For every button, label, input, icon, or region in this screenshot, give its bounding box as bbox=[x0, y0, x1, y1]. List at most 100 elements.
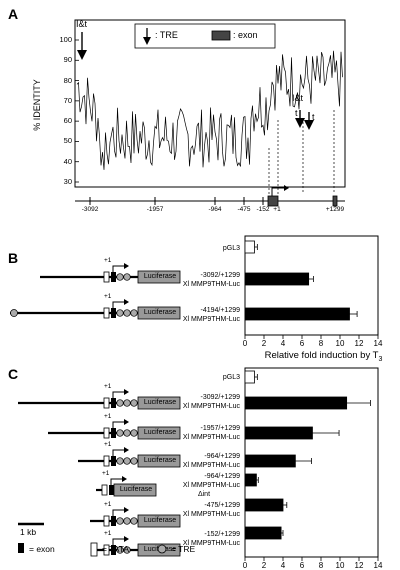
exon-box bbox=[111, 272, 116, 282]
bar bbox=[244, 396, 348, 410]
legend-tre-arrow-icon bbox=[143, 28, 151, 45]
luciferase-box bbox=[137, 270, 181, 284]
luciferase-label: Luciferase bbox=[143, 517, 177, 524]
bar bbox=[244, 307, 350, 321]
row-label-line1: -3092/+1299 bbox=[200, 394, 240, 401]
row-label-c: -1957/+1299 Xl MMP9THM-Luc bbox=[168, 424, 240, 442]
tre-circle bbox=[130, 517, 138, 525]
xtick-label: +1 bbox=[273, 206, 281, 213]
xtick-label: 8 bbox=[318, 339, 324, 348]
tre-circle bbox=[123, 457, 131, 465]
tre-circle bbox=[123, 517, 131, 525]
annot-it-right: I&t bbox=[292, 93, 304, 103]
panel-letter-a: A bbox=[8, 6, 19, 22]
row-label-c: -964/+1299 Xl MMP9THM-Luc bbox=[168, 452, 240, 470]
luciferase-box bbox=[137, 514, 181, 528]
xtick-label: 12 bbox=[354, 561, 364, 570]
ytick-label: 30 bbox=[63, 177, 72, 186]
xtick-label: -964 bbox=[208, 206, 222, 213]
exon-box bbox=[111, 456, 116, 466]
start-arrowhead bbox=[124, 299, 129, 305]
tre-circle bbox=[116, 546, 124, 554]
row-label-line2: Xl MMP9THM-Luc bbox=[182, 511, 240, 518]
tata-box bbox=[103, 307, 110, 319]
bar bbox=[244, 473, 257, 487]
annot-it-left: I&t bbox=[76, 19, 88, 29]
tata-box bbox=[103, 455, 110, 467]
tre-arrow-right bbox=[295, 110, 314, 130]
tata-box bbox=[103, 271, 110, 283]
panel-a-frame bbox=[74, 19, 346, 188]
start-arrowhead bbox=[122, 476, 127, 482]
panel-letter-b: B bbox=[8, 250, 19, 266]
plus-one-label: +1 bbox=[104, 383, 112, 390]
bar bbox=[244, 426, 313, 440]
xtick-label: 6 bbox=[299, 561, 305, 570]
row-label-line2: Xl MMP9THM-Luc bbox=[182, 540, 240, 547]
key-exon-text: = exon bbox=[29, 544, 55, 554]
start-arrowhead bbox=[124, 507, 129, 513]
start-arrowhead bbox=[124, 419, 129, 425]
row-label-b: -4194/+1299 Xl MMP9THM-Luc bbox=[170, 306, 240, 324]
luciferase-box bbox=[137, 454, 181, 468]
luciferase-box bbox=[137, 306, 181, 320]
tata-box bbox=[103, 515, 110, 527]
exon-box bbox=[111, 428, 116, 438]
row-label-line1: pGL3 bbox=[222, 245, 240, 252]
transcription-start-arrow bbox=[271, 185, 289, 196]
start-arrow bbox=[112, 449, 125, 456]
ytick-label: 100 bbox=[59, 35, 72, 44]
row-label-line2: Xl MMP9THM-Luc bbox=[182, 482, 240, 489]
row-label-line1: -1957/+1299 bbox=[200, 425, 240, 432]
tre-circle bbox=[123, 429, 131, 437]
panelB-xlabel: Relative fold induction by T3 bbox=[237, 350, 400, 363]
luciferase-label: Luciferase bbox=[143, 273, 177, 280]
legend-exon-swatch bbox=[211, 30, 231, 41]
xtick-label: -3092 bbox=[81, 206, 99, 213]
panelB-frame bbox=[244, 235, 379, 336]
bar bbox=[244, 526, 282, 540]
start-arrow bbox=[112, 509, 125, 516]
exon-box bbox=[111, 516, 116, 526]
luciferase-label: Luciferase bbox=[143, 457, 177, 464]
plus-one-label: +1 bbox=[104, 413, 112, 420]
row-label-line1: -964/+1299 bbox=[204, 453, 240, 460]
plus-one-label: +1 bbox=[104, 501, 112, 508]
plus-one-label: +1 bbox=[102, 470, 110, 477]
xtick-label: 2 bbox=[261, 339, 267, 348]
tre-circle bbox=[130, 309, 138, 317]
xlabel-subscript: 3 bbox=[378, 355, 383, 363]
tata-box bbox=[101, 484, 108, 496]
row-label-c: -964/+1299 Xl MMP9THM-Luc Δint bbox=[168, 472, 240, 499]
xtick-label: 10 bbox=[335, 339, 345, 348]
tre-circle bbox=[130, 457, 138, 465]
ytick-label: 70 bbox=[63, 95, 72, 105]
row-label-c: -475/+1299 Xl MMP9THM-Luc bbox=[168, 501, 240, 519]
start-arrow bbox=[110, 478, 123, 485]
bar bbox=[244, 240, 255, 254]
tre-circle bbox=[123, 546, 131, 554]
xtick-label: 14 bbox=[373, 561, 383, 570]
ytick-label: 50 bbox=[63, 136, 72, 146]
identity-trace bbox=[76, 50, 343, 170]
start-arrowhead bbox=[124, 447, 129, 453]
key-graphics bbox=[18, 522, 167, 557]
xtick-label: 12 bbox=[354, 339, 364, 348]
row-label-line1: -152/+1299 bbox=[204, 531, 240, 538]
row-label-line2: Xl MMP9THM-Luc bbox=[182, 281, 240, 288]
panel-b-constructs bbox=[10, 263, 181, 320]
row-label-line2: Xl MMP9THM-Luc bbox=[182, 462, 240, 469]
xtick-label: -475 bbox=[237, 206, 251, 213]
tre-circle bbox=[116, 309, 124, 317]
xtick-label: 0 bbox=[242, 339, 248, 348]
plus-one-label: +1 bbox=[104, 530, 112, 537]
ytick-label: 60 bbox=[63, 116, 72, 126]
panel-a-ylabel: % IDENTITY bbox=[32, 79, 42, 131]
start-arrow bbox=[112, 421, 125, 428]
scale-label: 1 kb bbox=[20, 527, 37, 537]
xtick-label: 10 bbox=[335, 561, 345, 570]
tre-circle bbox=[130, 399, 138, 407]
